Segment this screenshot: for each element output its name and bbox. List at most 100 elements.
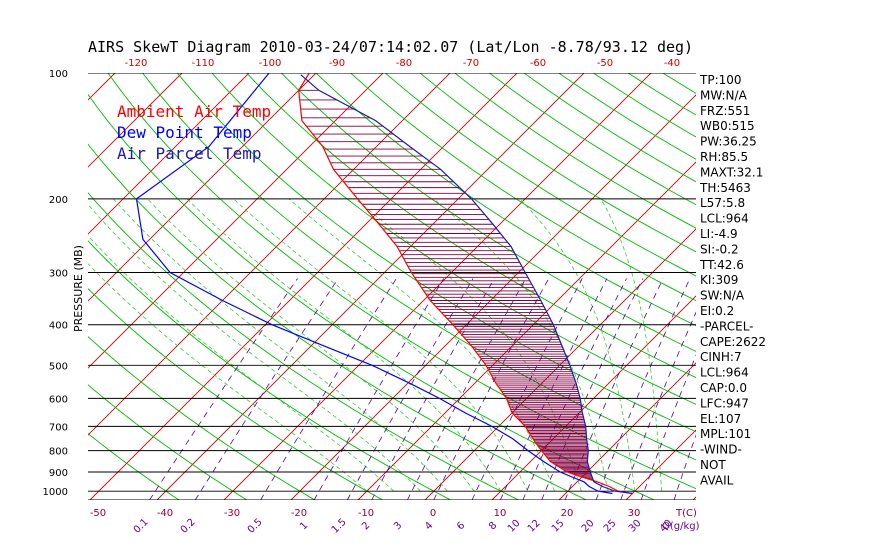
mixing-ratio-line [522,278,627,500]
isotherm-line [88,73,116,101]
mixing-ratio-label: 4 [423,520,435,532]
top-tick-label: -60 [530,58,546,69]
top-tick-label: -80 [396,58,412,69]
pressure-tick-label: 100 [49,69,68,80]
stat-line: NOT [700,458,726,472]
mixing-ratio-line [640,354,696,500]
isotherm-line [88,73,451,436]
stat-line: TT:42.6 [699,258,744,272]
stat-line: KI:309 [700,273,738,287]
mixing-ratio-labels: 0.1 0.2 0.5 1 1.5 2 3 4 6 8 10 12 15 20 25 30 40 [132,517,675,536]
dry-adiabat-line [107,73,696,490]
top-tick-label: -70 [463,58,479,69]
bottom-tick-label: -40 [157,508,173,519]
bottom-tick-label: -50 [90,508,106,519]
stat-line: LI:-4.9 [700,227,738,241]
mixing-ratio-line [499,278,608,500]
bottom-unit-label: T(C) [675,508,697,519]
legend-ambient-label: Ambient Air Temp [117,102,271,121]
dry-adiabat-line [88,143,587,500]
moist-adiabat-line [600,198,663,492]
isotherm-line [558,362,696,500]
pressure-tick-label: 200 [49,195,68,206]
mixing-ratio-label: 30 [627,518,644,535]
bottom-tick-label: 20 [561,508,574,519]
mixing-ratio-label: 8 [487,520,499,532]
isotherm-line [827,73,870,500]
mixing-ratio-label: 20 [580,518,597,535]
isotherm-line [223,73,652,500]
bottom-tick-label: -20 [291,508,307,519]
stat-line: -PARCEL- [700,319,754,333]
legend: Ambient Air Temp Dew Point Temp Air Parc… [117,102,271,163]
stat-line: MAXT:32.1 [700,165,763,179]
isotherm-line [88,73,317,302]
mixing-ratio-line [313,278,445,500]
mixing-ratio-label: 0.5 [246,517,265,536]
mixing-ratio-line [260,278,397,500]
mixing-ratio-line [564,278,664,500]
top-tick-label: -120 [125,58,148,69]
isotherm-line [156,73,585,500]
dry-adiabat-line [246,73,696,379]
stat-line: MPL:101 [700,427,751,441]
chart-title: AIRS SkewT Diagram 2010-03-24/07:14:02.0… [88,38,693,56]
dry-adiabat-line [88,432,180,500]
stat-line: WB0:515 [700,119,755,133]
stat-line: FRZ:551 [700,104,750,118]
mixing-ratio-line [673,434,696,500]
profile-line [298,73,633,495]
mixing-ratio-line [346,278,474,500]
stat-line: -WIND- [700,443,742,457]
legend-dewpoint-label: Dew Point Temp [117,123,252,142]
pressure-axis-labels: 100 200 300 400 500 600 700 800 900 1000 [43,69,68,498]
stat-line: TH:5463 [699,181,751,195]
mixing-ratio-line [371,278,495,500]
dry-adiabat-line [385,73,696,277]
dry-adiabat-line [88,336,316,500]
dry-adiabat-line [454,73,696,229]
moist-adiabat-line [233,198,529,492]
isotherm-line [290,94,696,500]
mixing-ratio-label: 0.1 [132,517,151,536]
stat-line: EL:107 [700,412,741,426]
dry-adiabat-line [419,73,696,253]
dry-adiabat-line [489,73,696,206]
mixing-ratio-label: 1 [298,520,310,532]
moist-adiabat-line [354,198,582,492]
mixing-ratio-label: 6 [455,520,467,532]
dry-adiabat-line [280,73,696,352]
bottom-tick-label: 0 [430,508,436,519]
stat-line: SI:-0.2 [700,242,739,256]
isotherm-line [491,295,696,500]
pressure-tick-label: 900 [49,468,68,479]
dry-adiabat-line [523,73,696,183]
top-tick-label: -100 [259,58,282,69]
stat-line: CAPE:2622 [700,335,766,349]
top-temperature-scale: -120 -110 -100 -90 -80 -70 -60 -50 -40 [125,58,681,69]
stat-line: AVAIL [700,473,734,487]
dry-adiabat-line [350,73,696,302]
stat-line: PW:36.25 [700,135,757,149]
top-tick-label: -50 [597,58,613,69]
mixing-ratio-line [620,311,696,500]
mixing-ratio-line [149,278,298,500]
moist-adiabat-line [288,198,555,492]
dry-adiabat-line [88,384,248,500]
pressure-tick-label: 300 [49,269,68,280]
stat-line: SW:N/A [700,289,745,303]
mixing-ratio-label: 15 [550,518,567,535]
stat-line: EI:0.2 [700,304,734,318]
stat-line: MW:N/A [700,88,748,102]
bottom-tick-label: 30 [628,508,641,519]
pressure-tick-label: 800 [49,447,68,458]
mixing-ratio-line [541,278,644,500]
isotherm-line [760,73,870,500]
dry-adiabat-line [142,73,696,461]
bottom-tick-label: 10 [494,508,507,519]
isotherm-line [89,73,518,500]
mixing-ratio-label: 10 [506,518,523,535]
pressure-tick-label: 1000 [43,487,68,498]
stat-line: TP:100 [699,73,742,87]
